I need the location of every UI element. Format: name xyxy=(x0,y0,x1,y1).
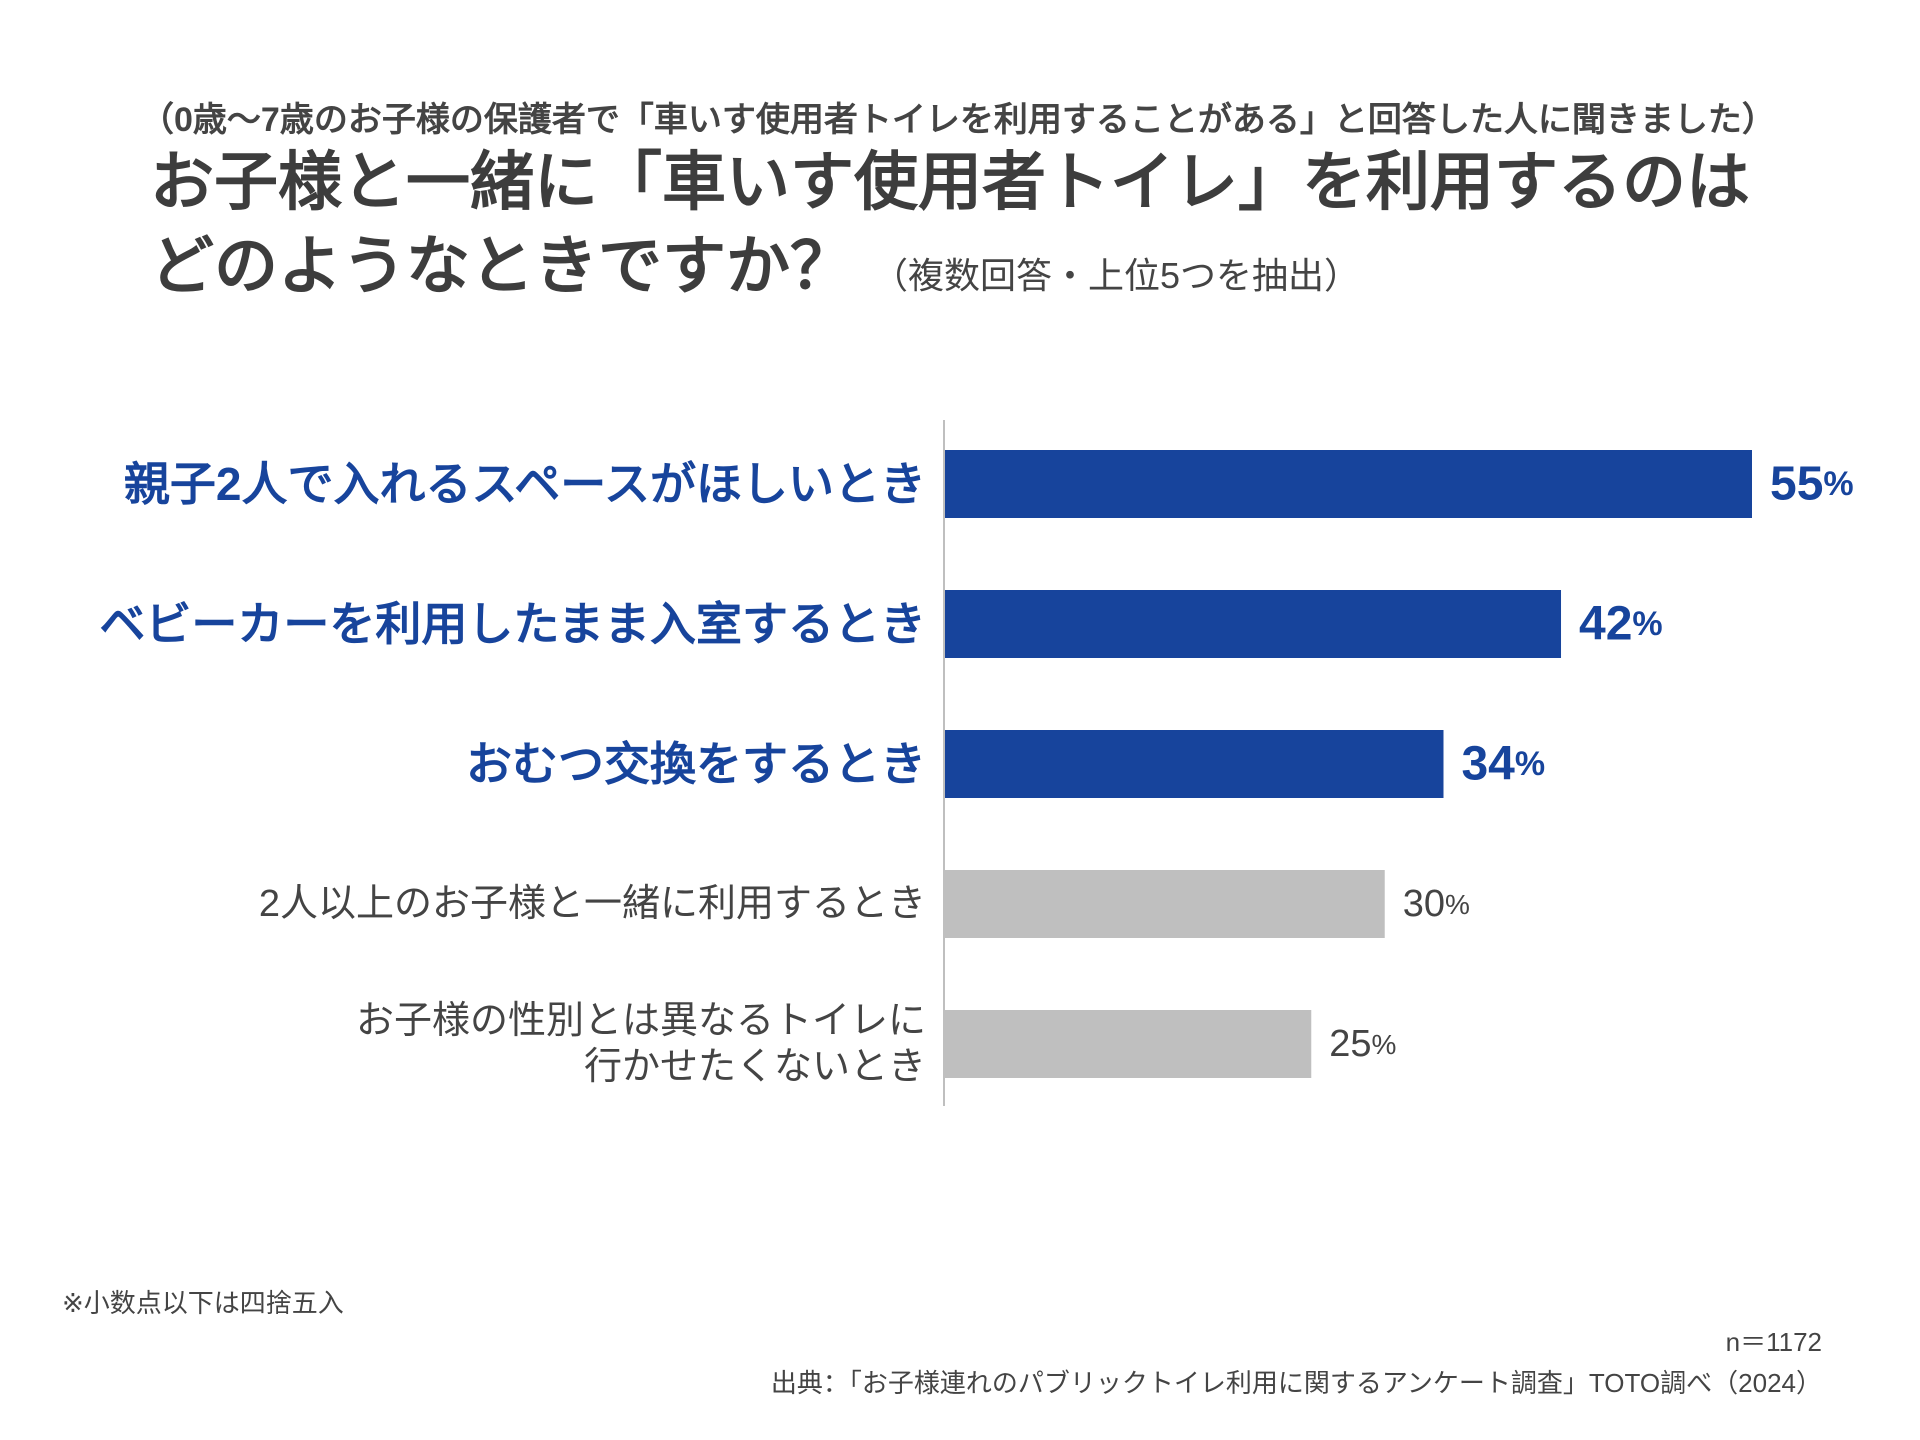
bar-1 xyxy=(944,450,1752,518)
category-label-1: 親子2人で入れるスペースがほしいとき xyxy=(124,458,926,510)
value-unit-1: % xyxy=(1823,465,1853,503)
category-label-5-line2: 行かせたくないとき xyxy=(584,1046,926,1088)
chart-title-line2: どのようなときですか？ xyxy=(150,230,854,302)
value-label-3: 34% xyxy=(1461,738,1545,791)
chart-title: お子様と一緒に「車いす使用者トイレ」を利用するのは どのようなときですか？ （複数… xyxy=(150,140,1750,318)
bar-5 xyxy=(944,1010,1312,1078)
value-unit-5: % xyxy=(1372,1029,1397,1060)
category-label-3: おむつ交換をするとき xyxy=(466,738,926,790)
category-label-2: ベビーカーを利用したまま入室するとき xyxy=(99,598,926,650)
chart-title-line2-wrap: どのようなときですか？ （複数回答・上位5つを抽出） xyxy=(150,224,1750,318)
bar-4 xyxy=(944,870,1385,938)
value-unit-3: % xyxy=(1515,745,1545,783)
survey-note: （0歳～7歳のお子様の保護者で「車いす使用者トイレを利用することがある」と回答し… xyxy=(140,101,1776,139)
value-unit-4: % xyxy=(1445,889,1470,920)
bar-3 xyxy=(944,730,1444,798)
value-unit-2: % xyxy=(1632,605,1662,643)
bar-2 xyxy=(944,590,1562,658)
sample-size: n＝1172 xyxy=(1725,1327,1822,1357)
value-label-1: 55% xyxy=(1770,458,1854,511)
value-label-4: 30% xyxy=(1403,883,1470,925)
chart-title-line1: お子様と一緒に「車いす使用者トイレ」を利用するのは xyxy=(150,146,1750,218)
value-label-5: 25% xyxy=(1329,1023,1396,1065)
category-label-4: 2人以上のお子様と一緒に利用するとき xyxy=(259,883,926,925)
value-label-2: 42% xyxy=(1579,598,1663,651)
rounding-footnote: ※小数点以下は四捨五入 xyxy=(62,1288,344,1318)
source-citation: 出典：「お子様連れのパブリックトイレ利用に関するアンケート調査」TOTO調べ（2… xyxy=(770,1368,1822,1398)
category-label-5-line1: お子様の性別とは異なるトイレに xyxy=(356,1000,926,1042)
chart-subtitle: （複数回答・上位5つを抽出） xyxy=(872,255,1361,296)
